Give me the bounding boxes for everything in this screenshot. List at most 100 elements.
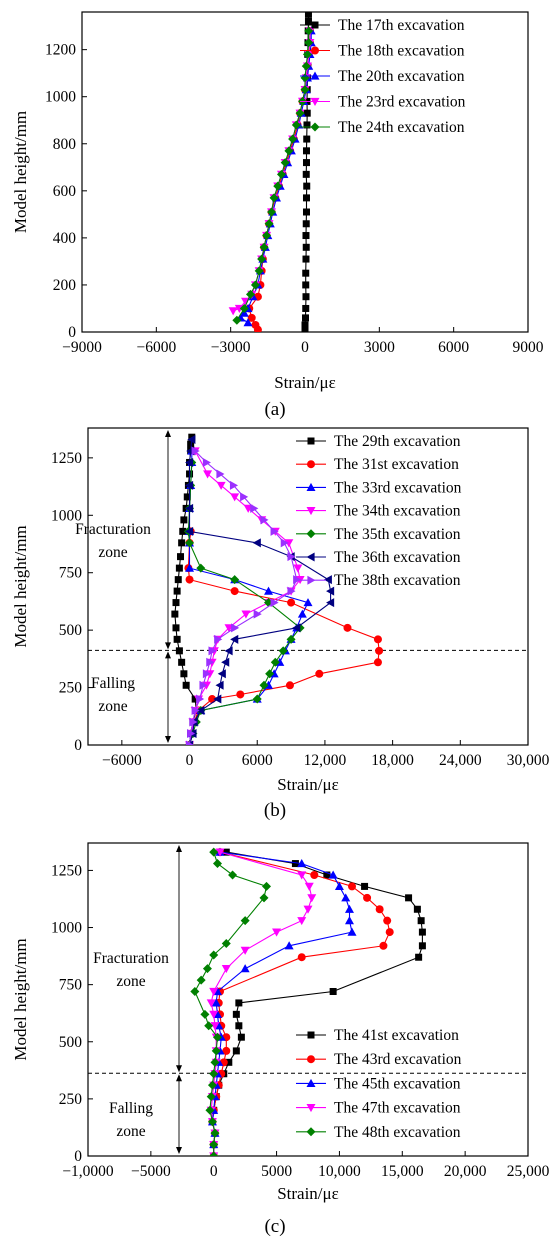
- data-point: [240, 964, 250, 973]
- y-tick-label: 250: [59, 680, 83, 697]
- legend-label: The 35th excavation: [334, 526, 461, 543]
- data-point: [215, 848, 225, 857]
- legend-label: The 18th excavation: [338, 43, 465, 60]
- data-point: [292, 623, 301, 633]
- data-point: [302, 159, 310, 167]
- x-axis-label: Strain/με: [274, 373, 336, 392]
- data-point: [310, 870, 319, 879]
- legend-label: The 31st excavation: [334, 456, 459, 473]
- data-point: [225, 1058, 233, 1066]
- data-point: [329, 988, 337, 996]
- data-point: [209, 950, 219, 960]
- data-point: [303, 182, 311, 190]
- x-tick-label: 12,000: [304, 752, 347, 769]
- data-point: [297, 609, 307, 618]
- y-axis-label: Model height/mm: [11, 525, 30, 647]
- legend-marker: [310, 122, 320, 132]
- zone-label-falling: zone: [98, 698, 127, 715]
- data-point: [208, 646, 217, 656]
- data-point: [301, 326, 309, 332]
- data-point: [228, 307, 238, 316]
- data-point: [202, 457, 211, 467]
- data-point: [212, 1032, 222, 1042]
- data-point: [284, 539, 294, 548]
- data-point: [344, 904, 354, 913]
- x-tick-label: 5000: [261, 1163, 292, 1180]
- legend-label: The 29th excavation: [334, 433, 461, 450]
- data-point: [185, 538, 195, 548]
- data-point: [231, 623, 240, 633]
- x-tick-label: −9000: [62, 339, 102, 356]
- y-tick-label: 1000: [51, 507, 82, 524]
- legend-label: The 38th excavation: [334, 572, 461, 589]
- data-point: [245, 289, 255, 299]
- data-point: [189, 717, 198, 727]
- legend-label: The 47th excavation: [334, 1100, 461, 1117]
- data-point: [230, 587, 239, 596]
- data-point: [301, 314, 309, 322]
- data-point: [280, 158, 290, 168]
- data-point: [185, 740, 195, 745]
- data-point: [302, 147, 310, 155]
- legend-marker: [306, 507, 316, 516]
- y-tick-label: 500: [59, 1034, 83, 1051]
- data-point: [174, 576, 182, 584]
- data-point: [302, 243, 310, 251]
- zone-label-falling: Falling: [91, 675, 135, 692]
- data-point: [288, 134, 298, 144]
- data-point: [323, 575, 332, 585]
- y-tick-label: 0: [74, 1148, 82, 1165]
- series-line-3: [232, 30, 311, 312]
- data-point: [303, 135, 311, 143]
- data-point: [315, 669, 324, 678]
- data-point: [214, 634, 223, 644]
- data-point: [173, 635, 181, 643]
- data-point: [252, 694, 262, 704]
- data-point: [240, 492, 249, 502]
- data-point: [182, 681, 190, 689]
- y-tick-label: 1200: [45, 42, 76, 59]
- data-point: [291, 120, 301, 130]
- data-point: [259, 893, 269, 903]
- zone-label-falling: Falling: [109, 1100, 153, 1117]
- data-point: [180, 670, 188, 678]
- x-tick-label: 0: [210, 1163, 218, 1180]
- y-tick-label: 0: [68, 324, 76, 341]
- data-point: [210, 1128, 220, 1138]
- data-point: [287, 598, 296, 607]
- data-point: [373, 658, 382, 667]
- series-group: [171, 433, 384, 745]
- legend-marker: [307, 1031, 315, 1039]
- data-point: [343, 623, 352, 632]
- data-point: [304, 12, 312, 18]
- data-point: [183, 493, 191, 501]
- data-point: [222, 848, 230, 856]
- data-point: [297, 859, 307, 868]
- legend-marker: [306, 529, 316, 539]
- y-axis-label: Model height/mm: [11, 938, 30, 1060]
- legend-marker: [306, 1127, 316, 1137]
- data-point: [326, 598, 335, 608]
- data-point: [185, 480, 194, 490]
- data-point: [185, 526, 194, 536]
- x-tick-label: 10,000: [318, 1163, 361, 1180]
- data-point: [216, 469, 225, 479]
- data-point: [273, 181, 283, 191]
- data-point: [270, 598, 279, 608]
- data-point: [260, 515, 269, 525]
- x-tick-label: 18,000: [371, 752, 414, 769]
- arrowhead-icon: [176, 1147, 182, 1154]
- x-tick-label: 20,000: [444, 1163, 487, 1180]
- legend-label: The 24th excavation: [338, 119, 465, 136]
- zone-label-fracturation: Fracturation: [75, 521, 151, 538]
- series-line-4: [236, 30, 310, 321]
- data-point: [272, 928, 282, 937]
- x-tick-label: 9000: [513, 339, 544, 356]
- legend-marker: [307, 460, 315, 469]
- y-axis-label: Model height/mm: [11, 111, 30, 233]
- data-point: [185, 563, 195, 572]
- data-point: [302, 170, 310, 178]
- data-point: [239, 303, 249, 313]
- plot-frame: [87, 842, 529, 1157]
- data-point: [206, 999, 216, 1008]
